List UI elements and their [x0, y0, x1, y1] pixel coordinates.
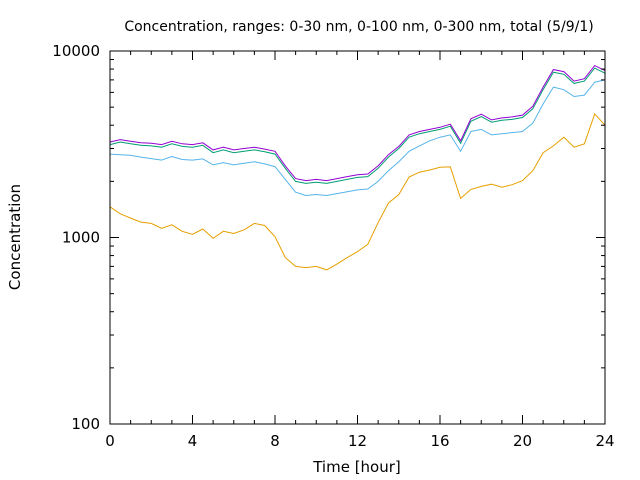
y-tick-label: 10000	[52, 42, 100, 60]
x-tick-label: 8	[270, 432, 280, 450]
tick-layer: 0 4 8 12 16 20 24 100 1000 10000	[52, 42, 614, 450]
chart-title: Concentration, ranges: 0-30 nm, 0-100 nm…	[124, 19, 593, 35]
x-tick-label: 24	[595, 432, 614, 450]
y-tick-label: 1000	[62, 229, 100, 247]
x-tick-label: 20	[513, 432, 532, 450]
y-tick-label: 100	[71, 415, 100, 433]
plot-frame	[109, 50, 606, 425]
x-tick-label: 0	[105, 432, 115, 450]
x-tick-label: 12	[348, 432, 367, 450]
x-axis-label: Time [hour]	[312, 458, 401, 476]
series-line-1	[109, 112, 606, 271]
x-tick-label: 16	[430, 432, 449, 450]
series-line-2	[109, 79, 606, 197]
y-axis-label: Concentration	[6, 184, 24, 290]
series-layer	[109, 64, 606, 271]
series-line-3	[109, 67, 606, 184]
series-line-4	[109, 64, 606, 182]
x-tick-label: 4	[188, 432, 198, 450]
